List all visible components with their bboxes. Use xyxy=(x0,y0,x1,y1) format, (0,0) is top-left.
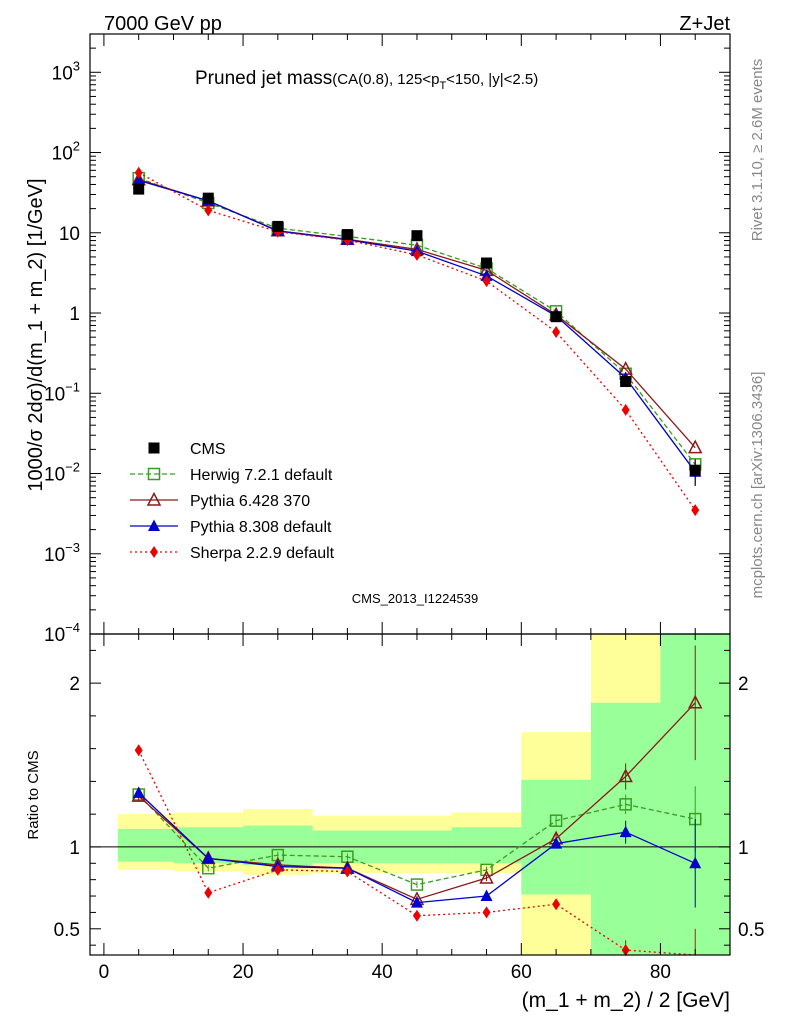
ratio-point-1-8 xyxy=(687,694,703,709)
legend-label-2: Pythia 6.428 370 xyxy=(190,493,310,510)
main-point-3-0 xyxy=(134,166,143,179)
main-data-series xyxy=(133,183,701,486)
ratio-ytick-label-right-0: 0.5 xyxy=(738,920,764,941)
main-series-0 xyxy=(132,171,702,471)
ratio-band-green-4 xyxy=(451,827,522,864)
ratio-point-1-5 xyxy=(479,869,494,884)
ratio-ytick-label-left-1: 1 xyxy=(69,838,80,859)
beam-label: 7000 GeV pp xyxy=(104,13,222,35)
main-y-axis-label: 1000/σ 2dσ)/d(m_1 + m_2) [1/GeV] xyxy=(25,178,47,491)
ratio-point-1-7 xyxy=(618,768,633,783)
ratio-ytick-label-left-2: 2 xyxy=(69,674,80,695)
plot-title: Pruned jet mass(CA(0.8), 125<pT<150, |y|… xyxy=(195,68,538,92)
ratio-ytick-label-right-2: 2 xyxy=(738,674,749,695)
legend-label-3: Pythia 8.308 default xyxy=(190,519,332,536)
ratio-point-2-0 xyxy=(132,786,145,798)
main-ytick-label-7: 10−4 xyxy=(44,620,80,646)
main-point-3-5 xyxy=(482,275,491,288)
main-ytick-label-2: 10 xyxy=(59,224,80,245)
main-data-point-7 xyxy=(620,376,632,388)
legend-marker-0 xyxy=(148,442,160,454)
legend-label-0: CMS xyxy=(190,441,226,458)
xtick-label-2: 40 xyxy=(372,962,393,983)
ratio-point-3-4 xyxy=(412,909,421,922)
ratio-point-0-7 xyxy=(619,798,632,811)
legend-marker-2 xyxy=(146,491,162,506)
rivet-version-label: Rivet 3.1.10, ≥ 2.6M events xyxy=(749,59,766,242)
ratio-point-2-6 xyxy=(550,837,563,849)
legend-label-1: Herwig 7.2.1 default xyxy=(190,467,333,484)
ratio-y-axis-label: Ratio to CMS xyxy=(25,750,42,839)
ratio-point-0-4 xyxy=(410,878,424,891)
main-point-3-1 xyxy=(204,204,213,217)
main-ytick-label-5: 10−2 xyxy=(44,460,80,486)
ratio-point-3-5 xyxy=(482,906,491,919)
legend: CMS Herwig 7.2.1 default Pythia 6.428 370 P… xyxy=(130,441,335,562)
x-axis-label: (m_1 + m_2) / 2 [GeV] xyxy=(522,989,730,1012)
main-ytick-label-1: 102 xyxy=(52,139,80,165)
ratio-point-2-1 xyxy=(202,851,215,864)
main-point-2-0 xyxy=(132,173,145,186)
main-series-1 xyxy=(131,171,703,454)
ratio-panel xyxy=(90,634,730,957)
ratio-band-green-0 xyxy=(117,828,174,862)
mcplots-source-label: mcplots.cern.ch [arXiv:1306.3436] xyxy=(749,372,766,599)
xtick-label-3: 60 xyxy=(511,962,532,983)
main-line-0 xyxy=(138,177,696,465)
ratio-ytick-label-left-0: 0.5 xyxy=(54,920,80,941)
main-data-point-5 xyxy=(481,257,493,269)
main-point-3-7 xyxy=(621,403,630,416)
main-data-point-4 xyxy=(411,230,423,242)
main-ytick-label-3: 1 xyxy=(69,304,80,325)
main-line-3 xyxy=(138,172,696,511)
main-frame xyxy=(89,33,731,635)
main-data-point-1 xyxy=(202,192,214,204)
title-cuts-sub: T xyxy=(439,80,446,92)
svg-text:Pruned jet mass(CA(0.8), 125<p: Pruned jet mass(CA(0.8), 125<pT<150, |y|… xyxy=(195,68,538,92)
process-label: Z+Jet xyxy=(679,13,730,35)
ratio-frame xyxy=(89,633,731,956)
main-data-point-3 xyxy=(341,229,353,241)
ratio-point-2-5 xyxy=(480,889,493,902)
ratio-point-3-1 xyxy=(204,886,213,899)
main-data-point-0 xyxy=(133,183,145,195)
main-data-point-8 xyxy=(689,464,701,476)
ratio-point-2-4 xyxy=(410,896,423,908)
title-main: Pruned jet mass xyxy=(195,68,332,89)
main-data-point-6 xyxy=(550,311,562,323)
main-point-3-6 xyxy=(552,326,561,339)
legend-marker-1 xyxy=(147,467,161,481)
ratio-series-2 xyxy=(132,786,702,908)
main-point-3-4 xyxy=(412,248,421,261)
legend-marker-4 xyxy=(150,546,158,558)
legend-label-4: Sherpa 2.2.9 default xyxy=(190,545,335,562)
main-ytick-label-4: 10−1 xyxy=(44,379,80,405)
ratio-point-2-8 xyxy=(689,856,702,869)
legend-marker-3 xyxy=(148,519,160,531)
main-series-2 xyxy=(132,173,702,477)
ratio-point-2-7 xyxy=(619,825,632,838)
main-line-2 xyxy=(138,179,696,473)
title-cuts-b: <150, |y|<2.5) xyxy=(446,71,538,88)
analysis-id-label: CMS_2013_I1224539 xyxy=(352,591,479,606)
main-ytick-label-6: 10−3 xyxy=(44,540,80,566)
main-ytick-label-0: 103 xyxy=(52,58,80,84)
ratio-point-0-6 xyxy=(549,814,563,827)
title-cuts-a: (CA(0.8), 125<p xyxy=(332,71,439,88)
xtick-label-1: 20 xyxy=(232,962,253,983)
xtick-label-0: 0 xyxy=(99,962,110,983)
main-data-point-2 xyxy=(272,220,284,232)
main-point-3-8 xyxy=(691,504,700,517)
ratio-point-3-3 xyxy=(343,865,352,878)
main-line-1 xyxy=(138,178,696,449)
main-point-1-8 xyxy=(687,439,703,454)
ratio-point-3-0 xyxy=(134,744,143,757)
ratio-ytick-label-right-1: 1 xyxy=(738,838,749,859)
main-panel xyxy=(131,166,703,517)
ratio-point-3-2 xyxy=(273,863,282,876)
main-series-3 xyxy=(134,166,700,517)
ratio-point-3-6 xyxy=(552,898,561,911)
xtick-label-4: 80 xyxy=(650,962,671,983)
